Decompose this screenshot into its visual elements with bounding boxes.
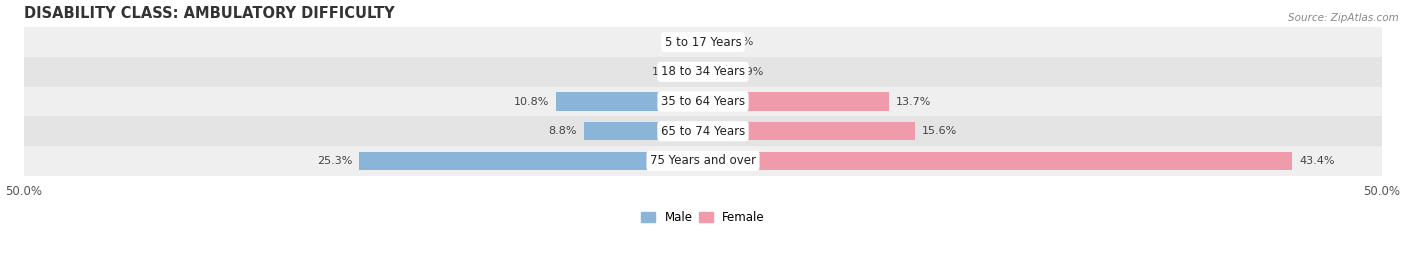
Text: 0.0%: 0.0% — [668, 37, 696, 47]
Text: 1.9%: 1.9% — [735, 67, 763, 77]
Text: DISABILITY CLASS: AMBULATORY DIFFICULTY: DISABILITY CLASS: AMBULATORY DIFFICULTY — [24, 6, 395, 20]
Text: 75 Years and over: 75 Years and over — [650, 154, 756, 167]
Bar — [24, 87, 1382, 116]
Bar — [360, 152, 703, 170]
Legend: Male, Female: Male, Female — [637, 206, 769, 229]
Text: 65 to 74 Years: 65 to 74 Years — [661, 125, 745, 138]
Text: 1.2%: 1.2% — [725, 37, 755, 47]
Bar — [557, 92, 703, 111]
Bar — [24, 146, 1382, 176]
Text: 13.7%: 13.7% — [896, 97, 931, 107]
Bar — [24, 27, 1382, 57]
Bar — [703, 122, 915, 140]
Text: 5 to 17 Years: 5 to 17 Years — [665, 36, 741, 49]
Text: Source: ZipAtlas.com: Source: ZipAtlas.com — [1288, 13, 1399, 23]
Text: 8.8%: 8.8% — [548, 126, 576, 136]
Bar — [583, 122, 703, 140]
Bar — [686, 63, 703, 81]
Bar — [24, 116, 1382, 146]
Bar — [703, 92, 889, 111]
Text: 35 to 64 Years: 35 to 64 Years — [661, 95, 745, 108]
Bar — [703, 63, 728, 81]
Text: 1.2%: 1.2% — [651, 67, 681, 77]
Bar — [703, 33, 720, 51]
Text: 15.6%: 15.6% — [921, 126, 957, 136]
Text: 10.8%: 10.8% — [515, 97, 550, 107]
Text: 18 to 34 Years: 18 to 34 Years — [661, 65, 745, 78]
Text: 43.4%: 43.4% — [1299, 156, 1334, 166]
Bar — [703, 152, 1292, 170]
Text: 25.3%: 25.3% — [318, 156, 353, 166]
Bar — [24, 57, 1382, 87]
